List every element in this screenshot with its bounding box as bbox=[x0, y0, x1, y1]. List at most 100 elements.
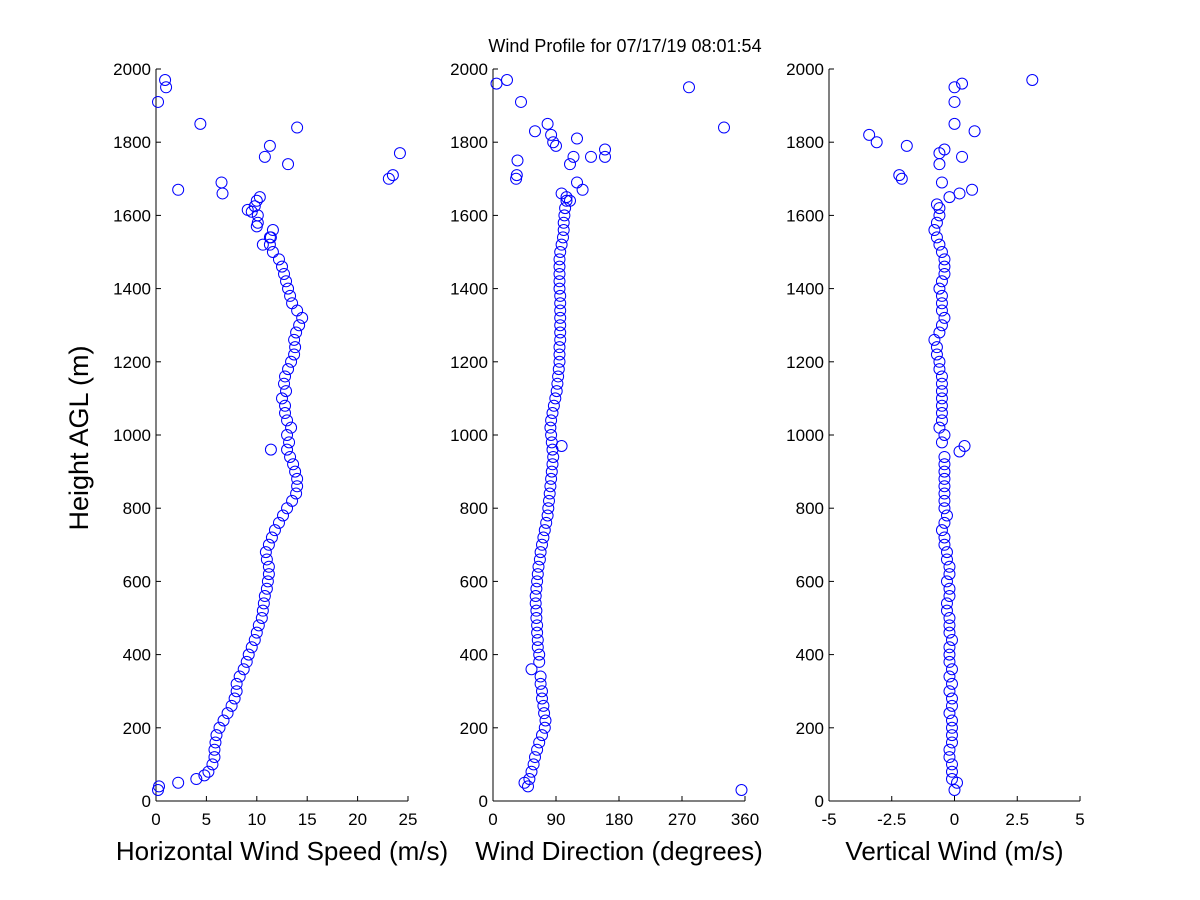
data-point bbox=[531, 619, 544, 632]
data-point bbox=[547, 136, 560, 149]
data-point bbox=[237, 663, 250, 676]
data-point bbox=[523, 773, 536, 786]
data-point bbox=[153, 780, 166, 793]
data-point bbox=[257, 597, 270, 610]
data-point bbox=[933, 421, 946, 434]
data-point bbox=[537, 531, 550, 544]
data-point bbox=[933, 238, 946, 251]
data-point bbox=[940, 597, 953, 610]
data-point bbox=[564, 158, 576, 171]
data-point bbox=[531, 568, 544, 581]
data-point bbox=[282, 363, 295, 376]
data-points bbox=[152, 73, 406, 797]
data-point bbox=[282, 282, 295, 295]
data-point bbox=[250, 194, 263, 207]
data-point bbox=[276, 392, 288, 405]
data-point bbox=[541, 509, 554, 522]
data-point bbox=[529, 125, 541, 138]
data-point bbox=[240, 655, 253, 668]
data-point bbox=[386, 169, 399, 182]
data-point bbox=[553, 355, 566, 368]
data-point bbox=[938, 458, 951, 471]
data-point bbox=[938, 253, 951, 266]
data-point bbox=[943, 582, 956, 595]
data-point bbox=[286, 494, 299, 507]
data-point bbox=[536, 685, 548, 698]
data-point bbox=[272, 253, 285, 266]
data-point bbox=[943, 648, 956, 661]
x-tick-label: 2.5 bbox=[1005, 810, 1029, 829]
data-point bbox=[525, 663, 538, 676]
data-point bbox=[536, 729, 548, 742]
data-point bbox=[945, 758, 958, 771]
data-point bbox=[945, 692, 958, 705]
y-tick-label: 1800 bbox=[450, 133, 488, 152]
data-point bbox=[172, 776, 185, 789]
data-point bbox=[935, 297, 948, 310]
data-point bbox=[935, 436, 948, 449]
y-tick-label: 1200 bbox=[450, 353, 488, 372]
data-point bbox=[533, 736, 546, 749]
data-point bbox=[554, 311, 567, 324]
y-tick-label: 1200 bbox=[113, 353, 151, 372]
data-point bbox=[599, 143, 611, 156]
data-point bbox=[735, 784, 748, 797]
data-point bbox=[935, 304, 948, 317]
data-point bbox=[945, 729, 958, 742]
y-tick-label: 1000 bbox=[786, 426, 824, 445]
data-point bbox=[289, 341, 302, 354]
data-point bbox=[870, 136, 883, 149]
data-point bbox=[281, 443, 294, 456]
data-point bbox=[256, 604, 269, 617]
data-point bbox=[956, 77, 969, 90]
data-point bbox=[543, 487, 556, 500]
data-point bbox=[933, 326, 946, 339]
data-point bbox=[525, 765, 538, 778]
data-point bbox=[933, 202, 946, 215]
data-point bbox=[550, 139, 562, 152]
panel-direction: 0 200 400 600 800 1000 1200 1400 1600 1800 2000 0 90… bbox=[450, 60, 763, 866]
data-point bbox=[210, 729, 223, 742]
y-tick-label: 800 bbox=[123, 499, 151, 518]
data-points bbox=[490, 73, 748, 797]
y-tick-label: 0 bbox=[815, 792, 824, 811]
data-point bbox=[251, 216, 264, 229]
x-tick-label: -5 bbox=[821, 810, 836, 829]
data-point bbox=[943, 707, 956, 720]
data-point bbox=[599, 150, 611, 163]
data-point bbox=[571, 132, 583, 145]
data-point bbox=[539, 714, 552, 727]
data-point bbox=[933, 209, 946, 222]
data-point bbox=[538, 524, 551, 537]
data-point bbox=[545, 128, 558, 141]
data-point bbox=[554, 246, 567, 258]
data-point bbox=[683, 81, 695, 94]
data-point bbox=[554, 333, 567, 346]
data-point bbox=[550, 385, 563, 398]
data-point bbox=[540, 516, 553, 529]
data-points bbox=[863, 73, 1039, 797]
data-point bbox=[532, 560, 545, 573]
data-point bbox=[283, 436, 296, 449]
data-point bbox=[277, 509, 290, 522]
data-point bbox=[933, 282, 946, 295]
y-tick-label: 800 bbox=[796, 499, 824, 518]
data-point bbox=[260, 553, 273, 566]
data-point bbox=[935, 319, 948, 332]
data-point bbox=[930, 198, 943, 211]
chart-title: Wind Profile for 07/17/19 08:01:54 bbox=[488, 36, 761, 56]
data-point bbox=[280, 275, 293, 288]
data-point bbox=[938, 450, 951, 463]
data-point bbox=[265, 531, 278, 544]
data-point bbox=[938, 502, 951, 515]
data-point bbox=[290, 487, 303, 500]
data-point bbox=[935, 399, 948, 412]
data-point bbox=[945, 633, 958, 646]
data-point bbox=[943, 619, 956, 632]
data-point bbox=[940, 546, 953, 559]
data-point bbox=[536, 692, 548, 705]
data-point bbox=[264, 443, 277, 456]
data-point bbox=[559, 202, 572, 215]
data-point bbox=[258, 150, 271, 163]
data-point bbox=[546, 458, 559, 471]
